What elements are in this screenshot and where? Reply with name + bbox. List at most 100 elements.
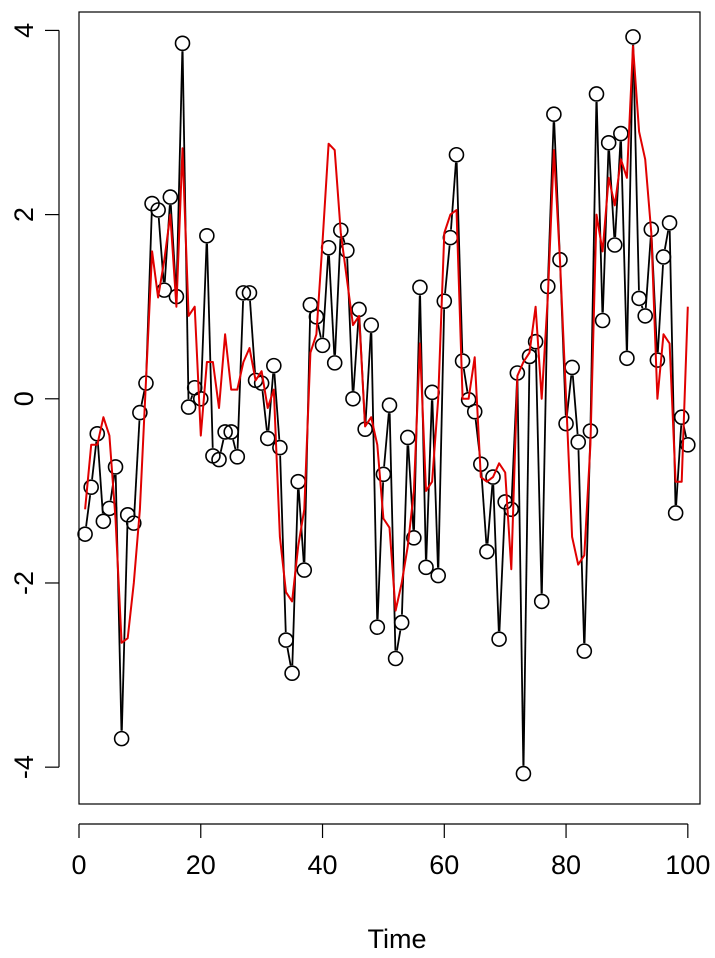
series-segment <box>267 373 275 431</box>
data-point <box>606 237 623 253</box>
data-point <box>406 530 422 546</box>
data-point <box>369 619 386 635</box>
series-segment <box>626 44 634 351</box>
data-point <box>363 317 380 333</box>
x-tick-label: 0 <box>71 850 86 880</box>
data-point <box>290 473 306 490</box>
data-point <box>594 312 611 329</box>
x-tick-label: 40 <box>308 850 338 880</box>
data-point <box>211 451 227 468</box>
series-segment <box>249 300 256 373</box>
data-point <box>661 215 678 231</box>
data-point <box>229 449 246 465</box>
data-point <box>107 459 124 475</box>
y-tick-label: -2 <box>9 571 39 595</box>
data-point <box>613 125 629 142</box>
series-segment <box>566 375 573 416</box>
data-point <box>95 513 112 530</box>
series-segment <box>200 243 208 391</box>
series-segment <box>140 390 146 405</box>
data-point <box>83 479 99 496</box>
series-segment <box>279 455 287 633</box>
series-segment <box>595 101 604 313</box>
data-point <box>454 353 471 369</box>
data-point <box>296 562 313 578</box>
data-point <box>649 352 666 368</box>
series-segment <box>522 364 531 766</box>
data-point <box>600 134 617 151</box>
series-segment <box>383 413 390 467</box>
data-point <box>314 337 331 354</box>
data-point <box>424 384 440 401</box>
y-tick-label: 0 <box>9 391 39 406</box>
x-tick-label: 100 <box>665 850 710 880</box>
data-point <box>150 202 166 218</box>
series-segment <box>425 400 433 560</box>
data-point <box>637 308 654 324</box>
data-point <box>503 501 520 518</box>
series-segment <box>352 317 360 391</box>
data-point <box>466 403 483 420</box>
series-segment <box>644 237 652 308</box>
data-point <box>485 469 501 485</box>
series-segment <box>640 305 644 309</box>
series-segment <box>455 162 464 354</box>
data-point <box>479 543 495 560</box>
data-point <box>77 526 93 542</box>
data-point <box>625 29 641 45</box>
series-segment <box>370 333 379 620</box>
series-segment <box>317 324 322 338</box>
data-point <box>570 434 587 450</box>
series-segment <box>342 237 346 244</box>
data-point <box>351 301 367 318</box>
data-point <box>533 593 550 610</box>
series-segment <box>388 413 397 651</box>
data-point <box>631 290 647 307</box>
data-point <box>174 35 191 52</box>
data-point <box>235 285 252 301</box>
series-1 <box>77 29 696 782</box>
series-segment <box>364 333 372 422</box>
data-point <box>339 242 355 259</box>
data-point <box>546 106 562 123</box>
y-tick-label: 2 <box>9 207 39 222</box>
data-point <box>673 409 690 426</box>
series-segment <box>133 420 141 516</box>
data-point <box>266 357 282 374</box>
data-point <box>680 437 696 453</box>
data-point <box>223 424 240 440</box>
x-tick-label: 20 <box>186 850 216 880</box>
data-point <box>192 390 209 407</box>
axes: 0 20 40 60 80 100 -4 -2 0 2 4 <box>9 23 710 880</box>
data-point <box>667 505 684 521</box>
data-point <box>418 559 434 576</box>
series-segment <box>286 647 292 666</box>
series-segment <box>656 264 664 353</box>
series-segment <box>334 238 342 355</box>
data-point <box>320 239 337 256</box>
y-tick-label: 4 <box>9 23 39 38</box>
data-point <box>272 439 288 456</box>
series-segment <box>96 441 104 514</box>
data-point <box>180 399 197 415</box>
data-point <box>326 355 343 371</box>
x-tick-label: 80 <box>551 850 581 880</box>
series-segment <box>322 255 330 338</box>
series-segment <box>190 395 194 400</box>
series-segment <box>219 439 225 452</box>
data-point <box>217 424 233 440</box>
series-segment <box>120 522 129 731</box>
data-point <box>101 500 118 517</box>
series-segment <box>675 425 683 506</box>
series-segment <box>114 474 123 731</box>
series-segment <box>462 368 469 392</box>
series-segment <box>232 439 237 450</box>
data-point <box>199 227 215 244</box>
series-segment <box>663 230 670 250</box>
series-segment <box>498 509 506 632</box>
series-segment <box>91 441 98 480</box>
series-segment <box>577 450 585 644</box>
series-segment <box>396 630 402 651</box>
data-point <box>113 730 130 747</box>
